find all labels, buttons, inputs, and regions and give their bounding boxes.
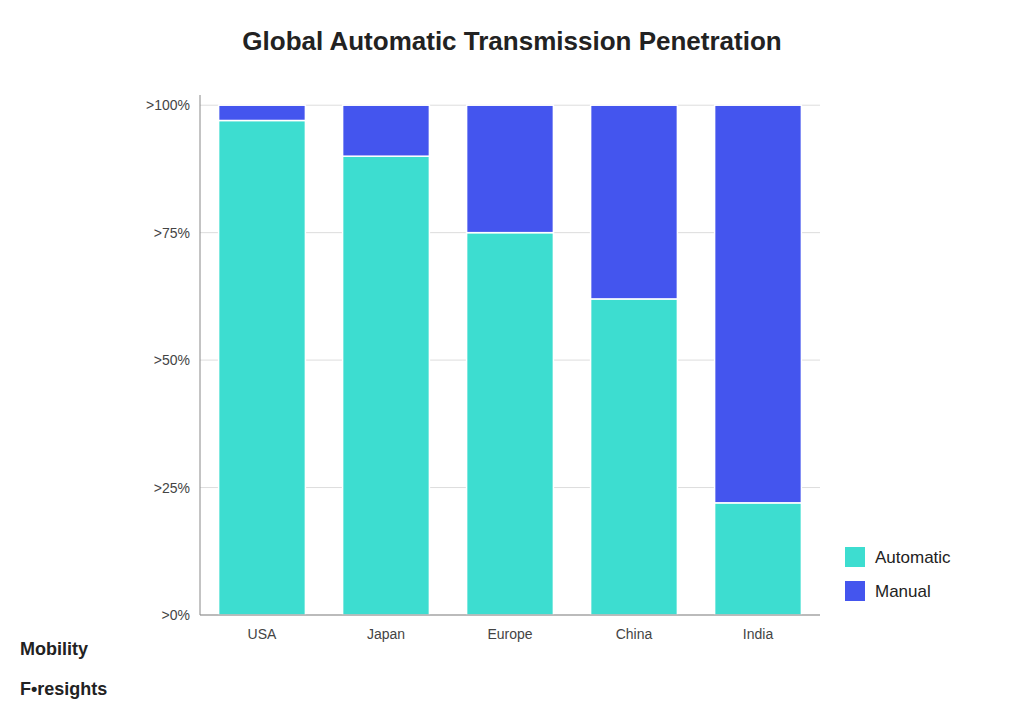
chart: Global Automatic Transmission Penetratio… [0,0,1024,724]
bar [343,156,430,615]
x-tick-label: India [743,626,774,642]
bar [219,105,306,120]
legend-label: Manual [875,582,931,601]
x-tick-label: Japan [367,626,405,642]
grid-line [200,615,820,616]
x-tick-label: China [616,626,653,642]
legend-swatch [845,581,865,601]
y-tick-label: >75% [154,225,190,241]
bar [591,105,678,299]
title: Global Automatic Transmission Penetratio… [242,26,781,56]
x-tick-label: Europe [487,626,532,642]
y-tick-label: >25% [154,480,190,496]
bar [715,503,802,615]
bar [343,105,430,156]
bars [219,105,802,615]
annotation: Mobility [20,639,88,659]
y-tick-label: >0% [162,607,190,623]
y-tick-label: >100% [146,97,190,113]
x-axis-line [200,615,820,616]
bar [467,233,554,615]
legend: Automatic Manual [845,547,951,601]
legend-label: Automatic [875,548,951,567]
bar [219,120,306,615]
legend-swatch [845,547,865,567]
bar [591,299,678,615]
y-axis-line [200,95,201,615]
y-tick-label: >50% [154,352,190,368]
grid [200,105,820,615]
bar [467,105,554,232]
annotation: F•resights [20,679,107,699]
x-tick-label: USA [248,626,277,642]
bar [715,105,802,503]
